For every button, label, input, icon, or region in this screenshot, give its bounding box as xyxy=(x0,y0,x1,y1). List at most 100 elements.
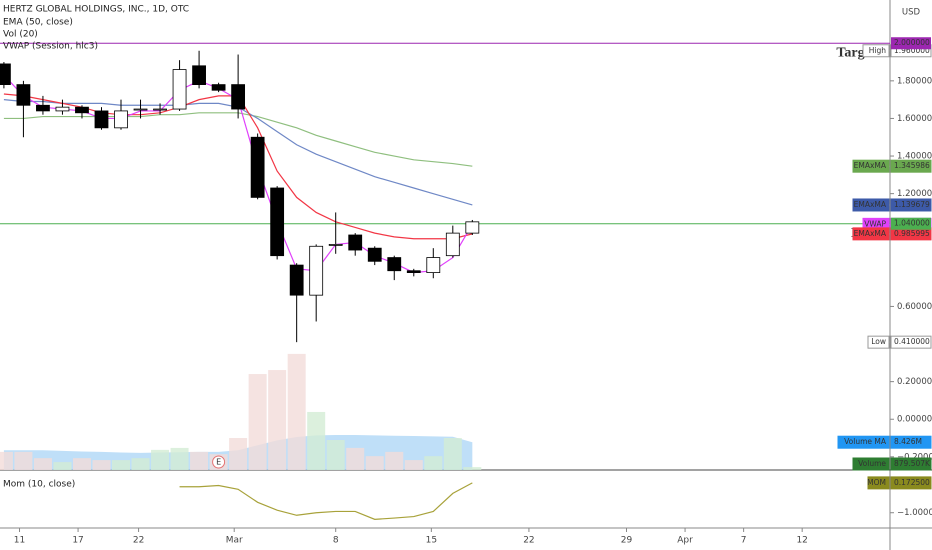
x-tick-label: 22 xyxy=(523,536,534,546)
candle-body xyxy=(367,247,382,262)
volume-bar xyxy=(346,447,365,470)
price-label-name-box xyxy=(852,227,890,241)
volume-bar xyxy=(365,456,384,470)
y-tick-label: 1.800000 xyxy=(897,76,932,86)
volume-bar xyxy=(443,438,462,470)
volume-bar xyxy=(190,451,209,470)
price-label-value: 879.507K xyxy=(894,459,931,468)
candle-body xyxy=(406,270,421,274)
price-label-value-box xyxy=(890,198,932,212)
candle-body xyxy=(328,243,343,246)
volume-bar xyxy=(307,411,326,470)
x-tick-label: 22 xyxy=(133,536,144,546)
price-label-name: EMAxMA xyxy=(854,229,887,238)
volume-bar xyxy=(463,467,482,470)
x-tick-label: 7 xyxy=(741,536,747,546)
volume-bar xyxy=(14,451,33,470)
volume-bar xyxy=(385,451,404,470)
x-tick-label: Mar xyxy=(226,536,243,546)
candle-body xyxy=(172,69,187,110)
volume-bar xyxy=(131,458,150,470)
volume-bar xyxy=(53,462,72,470)
legend-item: VWAP (Session, hlc3) xyxy=(3,42,98,52)
price-label-value: 8.426M xyxy=(894,437,922,446)
candle-body xyxy=(211,84,226,91)
price-label-value-box xyxy=(890,476,932,490)
legend-item: Vol (20) xyxy=(3,30,38,40)
price-label-name: Low xyxy=(871,337,886,346)
price-label-name: VWAP xyxy=(864,219,886,228)
price-label-value-box xyxy=(890,435,932,449)
volume-bar xyxy=(151,449,170,470)
volume-bar xyxy=(92,460,111,470)
x-tick-label: 17 xyxy=(72,536,83,546)
x-tick-label: 12 xyxy=(796,536,807,546)
candle-body xyxy=(16,84,31,106)
candle-body xyxy=(75,106,89,114)
volume-bar xyxy=(112,460,131,470)
candle-body xyxy=(348,234,363,251)
price-label-name: EMAxMA xyxy=(854,200,887,209)
y-tick-label: −1.000000 xyxy=(897,508,932,518)
candle-body xyxy=(465,221,480,234)
candle-body xyxy=(309,245,324,296)
momentum-title: Mom (10, close) xyxy=(3,480,75,490)
candle-body xyxy=(94,110,109,129)
price-label-value-box xyxy=(890,457,932,471)
candle-body xyxy=(250,136,265,198)
price-label-name: Volume xyxy=(858,459,886,468)
candle-body xyxy=(445,232,460,257)
volume-bar xyxy=(404,460,423,470)
volume-bar xyxy=(33,458,52,470)
hline-value: 1.040000 xyxy=(894,219,930,228)
hline-value-box xyxy=(891,37,931,50)
candle-body xyxy=(114,110,128,129)
candle-body xyxy=(192,65,206,86)
price-label-value: 1.960000 xyxy=(894,46,930,55)
candle-body xyxy=(153,108,167,111)
price-label-name: MOM xyxy=(867,478,886,487)
x-tick-label: 15 xyxy=(426,536,437,546)
price-label-name-box xyxy=(837,435,890,449)
price-label-name-box xyxy=(867,335,890,349)
volume-bar xyxy=(287,353,306,470)
price-label-value: 0.172500 xyxy=(894,478,930,487)
price-label-name: EMAxMA xyxy=(854,161,887,170)
price-label-value: 0.410000 xyxy=(894,337,930,346)
price-label-value: 0.985995 xyxy=(894,229,930,238)
hline-value: 2.000000 xyxy=(894,38,930,47)
earnings-marker xyxy=(212,455,226,469)
currency: USD xyxy=(902,8,921,18)
candle-body xyxy=(0,63,11,85)
price-label-name: High xyxy=(869,46,886,55)
price-label-name-box xyxy=(862,44,890,58)
volume-bar xyxy=(248,374,267,470)
volume-bar xyxy=(326,439,345,470)
momentum-line xyxy=(179,482,473,520)
legend-item: EMA (50, close) xyxy=(3,18,73,28)
candle-body xyxy=(289,264,304,296)
price-label-name: Volume MA xyxy=(844,437,887,446)
volume-bar xyxy=(229,438,248,470)
candle-body xyxy=(270,187,285,257)
volume-bar xyxy=(0,451,13,470)
price-label-name-box xyxy=(867,476,890,490)
x-tick-label: 8 xyxy=(333,536,339,546)
volume-bar xyxy=(170,447,189,470)
candle-body xyxy=(36,104,50,112)
candle-body xyxy=(133,108,148,111)
price-label-value-box xyxy=(890,159,932,173)
volume-bar xyxy=(424,456,443,470)
hline-value-box xyxy=(891,217,931,230)
x-tick-label: 29 xyxy=(621,536,633,546)
x-tick-label: 11 xyxy=(14,536,25,546)
earnings-label: E xyxy=(216,458,221,467)
volume-bar xyxy=(268,370,287,470)
candle-body xyxy=(426,257,441,273)
